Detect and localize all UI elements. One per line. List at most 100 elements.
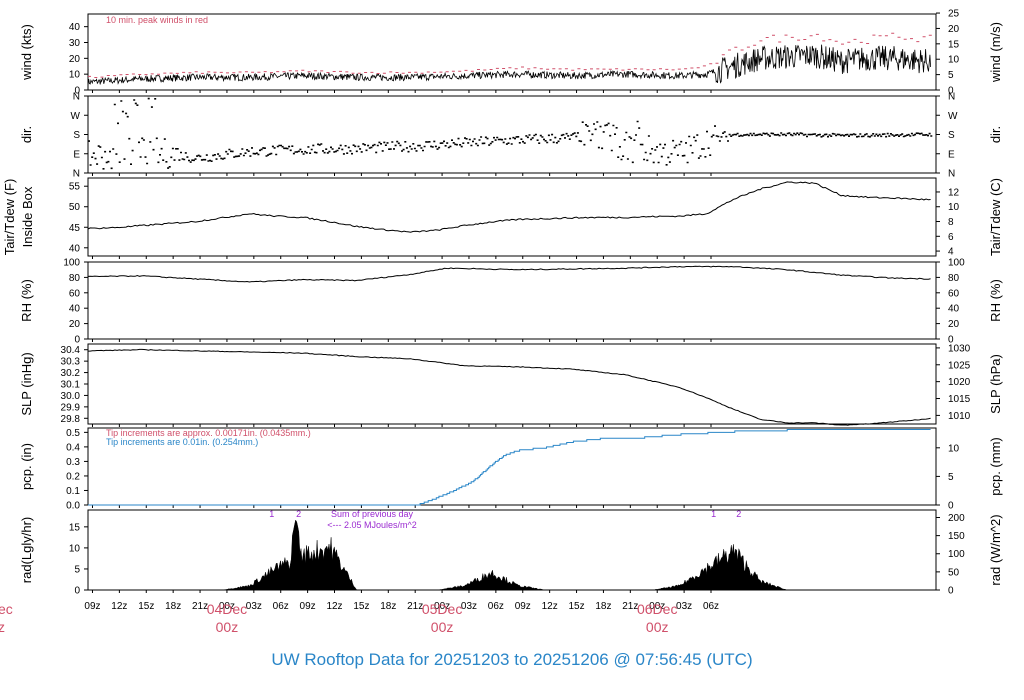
slp-left-tick-label: 30.4 — [61, 345, 81, 356]
x-tick-label: 09z — [300, 601, 316, 612]
x-tick-label: 15z — [138, 601, 154, 612]
wind-left-tick-label: 20 — [69, 54, 81, 65]
temp-left-label-1: Tair/Tdew (F) — [2, 179, 17, 256]
left-cut-time: z — [0, 619, 5, 635]
x-tick-label: 03z — [676, 601, 692, 612]
temp-right-tick-label: 8 — [948, 217, 954, 228]
slp-series-line — [88, 348, 931, 426]
slp-right-tick-label: 1010 — [948, 411, 971, 422]
rh-right-tick-label: 20 — [948, 319, 960, 330]
slp-left-tick-label: 30.3 — [61, 357, 81, 368]
rad-left-tick-label: 10 — [69, 543, 81, 554]
temp-series-line — [87, 181, 931, 233]
dir-right-tick-label: E — [948, 149, 955, 160]
slp-left-tick-label: 30.1 — [61, 380, 81, 391]
temp-left-tick-label: 40 — [69, 243, 81, 254]
day-label-time: 00z — [216, 619, 239, 635]
wind-right-tick-label: 0 — [948, 86, 954, 97]
slp-frame — [87, 343, 937, 425]
rad-left-tick-label: 15 — [69, 522, 81, 533]
wind-peak-note: 10 min. peak winds in red — [106, 15, 208, 25]
rad-series-area — [88, 519, 931, 591]
day-label-time: 00z — [431, 619, 454, 635]
rh-right-label: RH (%) — [988, 279, 1003, 322]
dir-right-tick-label: N — [948, 169, 955, 180]
x-tick-label: 00z — [219, 601, 235, 612]
x-tick-label: 12z — [542, 601, 558, 612]
slp-right-tick-label: 1015 — [948, 394, 971, 405]
slp-right-tick-label: 1025 — [948, 360, 971, 371]
rh-left-tick-label: 80 — [69, 273, 81, 284]
wind-right-tick-label: 20 — [948, 24, 960, 35]
dir-left-tick-label: N — [73, 169, 80, 180]
wind-frame — [87, 13, 937, 91]
temp-left-tick-label: 55 — [69, 182, 81, 193]
dir-right-tick-label: N — [948, 92, 955, 103]
rh-left-tick-label: 20 — [69, 319, 81, 330]
x-tick-label: 06z — [273, 601, 289, 612]
left-cut-date: ec — [0, 601, 13, 617]
temp-right-tick-label: 10 — [948, 202, 960, 213]
x-tick-label: 09z — [84, 601, 100, 612]
static-layer: UW Rooftop Data for 20251203 to 20251206… — [0, 601, 753, 669]
x-tick-label: 03z — [246, 601, 262, 612]
dir-left-tick-label: E — [73, 149, 80, 160]
dir-left-tick-label: S — [73, 130, 80, 141]
rh-frame — [87, 261, 937, 340]
wind-left-tick-label: 0 — [74, 86, 80, 97]
pcp-right-tick-label: 5 — [948, 472, 954, 483]
rh-left-tick-label: 60 — [69, 288, 81, 299]
temp-right-tick-label: 4 — [948, 247, 954, 258]
pcp-right-tick-label: 0 — [948, 501, 954, 512]
rad-marker: 2 — [296, 509, 301, 519]
slp-left-tick-label: 30.0 — [61, 391, 81, 402]
dir-right-tick-label: S — [948, 130, 955, 141]
rad-sum-note: Sum of previous day — [331, 509, 414, 519]
slp-left-tick-label: 29.8 — [61, 414, 81, 425]
pcp-left-tick-label: 0.5 — [66, 428, 80, 439]
rad-marker: 1 — [269, 509, 274, 519]
rad-marker: 2 — [736, 509, 741, 519]
rh-right-tick-label: 40 — [948, 304, 960, 315]
x-tick-label: 06z — [703, 601, 719, 612]
wind-right-label: wind (m/s) — [988, 22, 1003, 83]
x-tick-label: 18z — [380, 601, 396, 612]
pcp-series-line — [88, 429, 931, 506]
rad-left-tick-label: 0 — [74, 586, 80, 597]
temp-right-tick-label: 12 — [948, 187, 960, 198]
x-tick-label: 00z — [649, 601, 665, 612]
slp-right-tick-label: 1020 — [948, 377, 971, 388]
wind-left-label: wind (kts) — [19, 24, 34, 81]
wind-left-tick-label: 30 — [69, 38, 81, 49]
x-tick-label: 09z — [515, 601, 531, 612]
pcp-left-tick-label: 0.2 — [66, 471, 80, 482]
rh-left-tick-label: 0 — [74, 335, 80, 346]
wind-right-tick-label: 15 — [948, 39, 960, 50]
wind-left-tick-label: 10 — [69, 70, 81, 81]
dir-right-tick-label: W — [948, 111, 958, 122]
rad-left-tick-label: 5 — [74, 564, 80, 575]
day-label-date: 04Dec — [207, 601, 247, 617]
dir-right-label: dir. — [988, 126, 1003, 143]
rh-right-tick-label: 100 — [948, 258, 965, 269]
slp-right-label: SLP (hPa) — [988, 354, 1003, 414]
x-tick-label: 21z — [622, 601, 638, 612]
rad-left-label: rad(Lgly/hr) — [19, 517, 34, 583]
day-label-time: 00z — [646, 619, 669, 635]
temp-left-label-2: Inside Box — [20, 186, 35, 247]
x-tick-label: 18z — [165, 601, 181, 612]
rad-frame — [87, 509, 937, 591]
wind-left-tick-label: 40 — [69, 22, 81, 33]
rad-mj-note: <--- 2.05 MJoules/m^2 — [327, 520, 417, 530]
rh-right-tick-label: 60 — [948, 288, 960, 299]
rad-right-tick-label: 50 — [948, 567, 960, 578]
day-label-date: 05Dec — [422, 601, 462, 617]
dir-left-tick-label: W — [71, 111, 81, 122]
temp-left-tick-label: 50 — [69, 202, 81, 213]
pcp-left-tick-label: 0.0 — [66, 501, 80, 512]
x-tick-label: 00z — [434, 601, 450, 612]
figure-title: UW Rooftop Data for 20251203 to 20251206… — [271, 650, 752, 669]
x-tick-label: 06z — [488, 601, 504, 612]
pcp-right-tick-label: 10 — [948, 443, 960, 454]
